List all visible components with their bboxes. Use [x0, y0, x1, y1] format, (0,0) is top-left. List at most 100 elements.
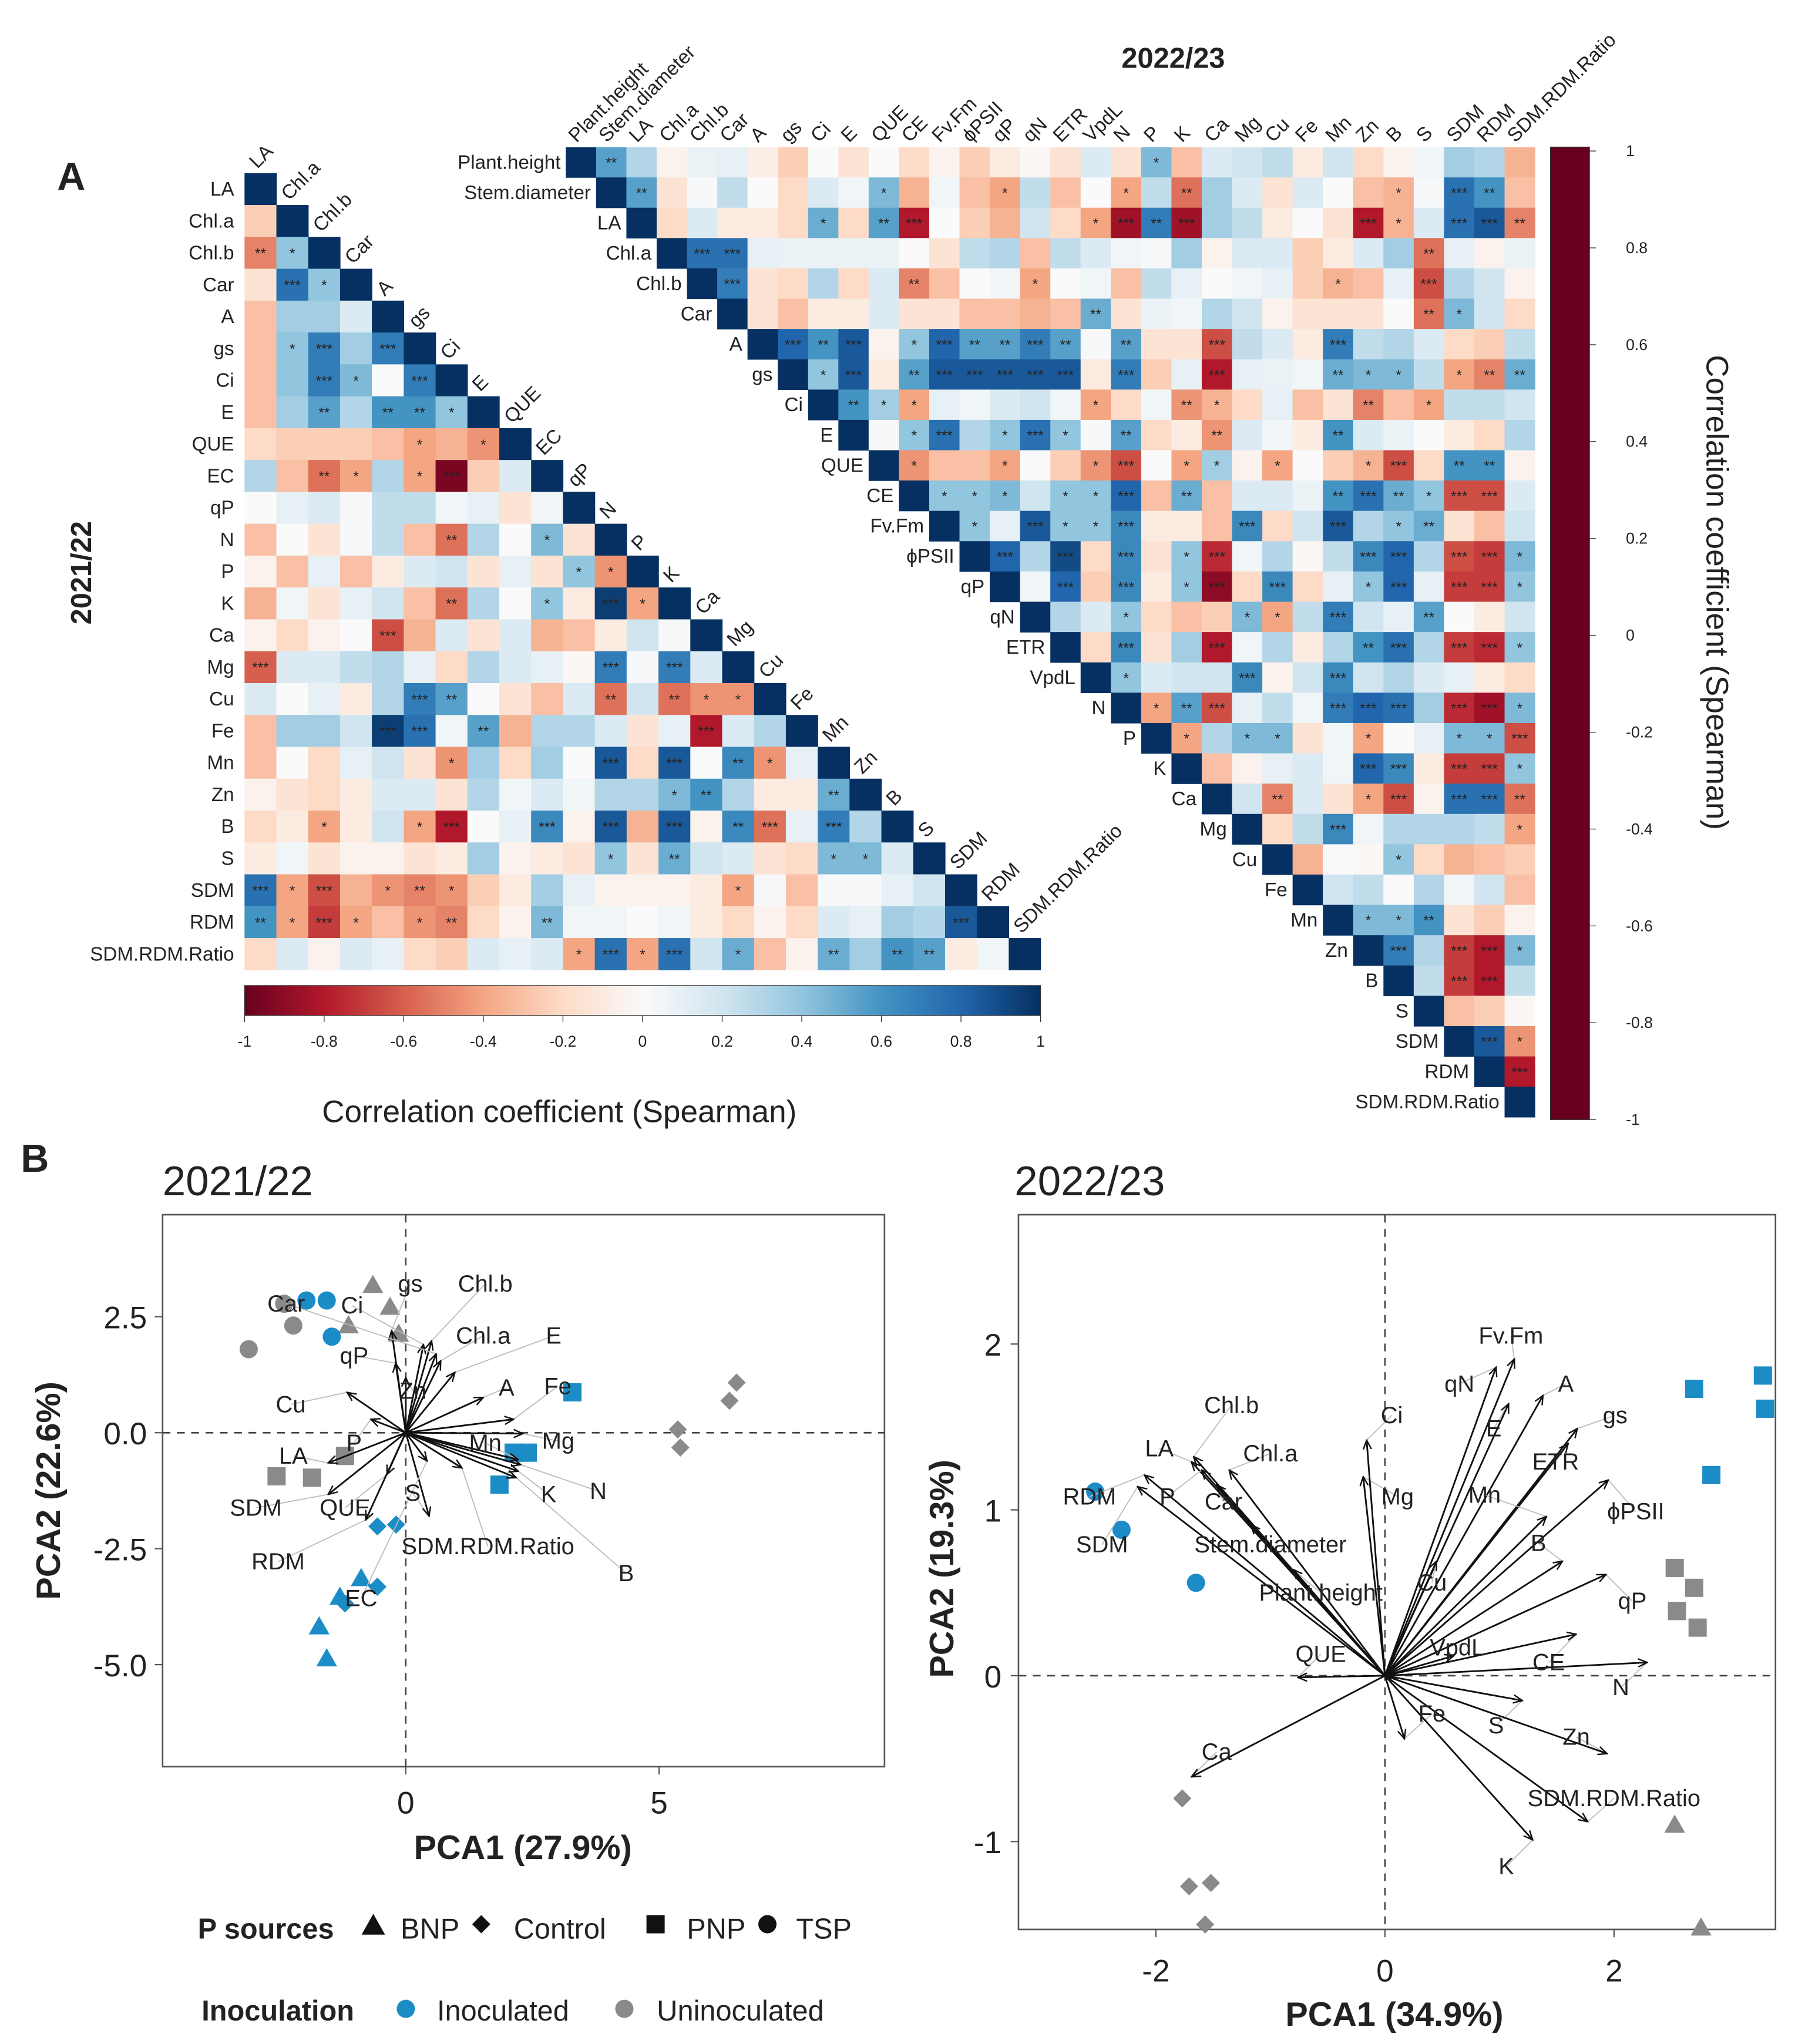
- significance-stars: ***: [1481, 1034, 1498, 1050]
- colorbar-horizontal-label: Correlation coefficient (Spearman): [322, 1095, 796, 1129]
- loading-arrow-Fe: [405, 1419, 514, 1434]
- heatmap-cell: [435, 778, 468, 811]
- loading-leader-line: [520, 1464, 599, 1492]
- heatmap-cell: [308, 332, 341, 365]
- heatmap-cell: [1141, 238, 1172, 269]
- heatmap-cell: [818, 778, 850, 811]
- significance-stars: ***: [603, 660, 620, 676]
- loading-arrow-P: [371, 1419, 406, 1434]
- heatmap-cell: [1141, 662, 1172, 694]
- significance-stars: **: [828, 947, 839, 963]
- heatmap-column-label: LA: [246, 140, 278, 173]
- heatmap-cell: [1171, 238, 1202, 269]
- heatmap-diagonal-cell: [531, 460, 564, 493]
- heatmap-row-label: Mg: [207, 657, 234, 678]
- point-diamond: [368, 1577, 387, 1596]
- heatmap-cell: [1353, 359, 1384, 390]
- heatmap-column-label: gs: [777, 116, 806, 146]
- loading-leader-line: [1167, 1470, 1202, 1497]
- loading-label: ETR: [1532, 1449, 1579, 1475]
- heatmap-column-label: RDM: [977, 859, 1024, 906]
- heatmap-cell: [626, 147, 657, 178]
- loading-label: A: [499, 1375, 515, 1401]
- heatmap-diagonal-cell: [929, 510, 960, 542]
- significance-stars: **: [1121, 428, 1132, 444]
- heatmap-cell: [1050, 268, 1081, 300]
- heatmap-cell: [1323, 692, 1354, 724]
- heatmap-cell: [690, 747, 723, 779]
- heatmap-cell: [1171, 601, 1202, 633]
- loading-label: Ca: [1202, 1739, 1232, 1765]
- heatmap-cell: [1050, 329, 1081, 360]
- heatmap-cell: [372, 428, 405, 460]
- heatmap-cell: [1353, 844, 1384, 875]
- heatmap-row-label: SDM: [1396, 1031, 1439, 1053]
- heatmap-diagonal-cell: [244, 173, 277, 206]
- significance-stars: ***: [379, 724, 396, 739]
- heatmap-cell: [1262, 329, 1293, 360]
- heatmap-cell: [1020, 389, 1051, 421]
- heatmap-cell: [276, 396, 309, 429]
- heatmap-cell: [1171, 359, 1202, 390]
- heatmap-cell: [959, 480, 990, 512]
- heatmap-cell: [276, 364, 309, 397]
- loading-leader-line: [1193, 1405, 1232, 1457]
- loading-label: CE: [1532, 1650, 1565, 1676]
- heatmap-cell: [1050, 541, 1081, 572]
- heatmap-cell: [1201, 147, 1233, 178]
- heatmap-cell: [1383, 632, 1414, 663]
- heatmap-cell: [1383, 177, 1414, 209]
- heatmap-cell: [1504, 268, 1535, 300]
- colorbar-tick-label: -1: [1626, 1111, 1640, 1128]
- heatmap-cell: [339, 332, 372, 365]
- significance-stars: ***: [1390, 701, 1407, 717]
- significance-stars: *: [1396, 519, 1401, 534]
- heatmap-cell: [404, 460, 436, 493]
- heatmap-cell: [1444, 601, 1475, 633]
- loading-label: qP: [339, 1343, 368, 1369]
- significance-stars: ***: [411, 373, 428, 389]
- significance-stars: *: [1002, 458, 1008, 474]
- point-square: [563, 1383, 582, 1402]
- heatmap-cell: [1413, 662, 1445, 694]
- heatmap-cell: [1141, 541, 1172, 572]
- legend-pnp: PNP: [687, 1913, 745, 1945]
- pca-2021-title: 2021/22: [163, 1158, 313, 1205]
- heatmap-cell: [1111, 207, 1142, 238]
- heatmap-cell: [1323, 147, 1354, 178]
- heatmap-cell: [899, 177, 930, 209]
- heatmap-cell: [1474, 722, 1505, 754]
- heatmap-cell: [1474, 419, 1505, 451]
- colorbar-tick-label: 0.4: [1626, 433, 1648, 451]
- significance-stars: ***: [1451, 489, 1468, 505]
- heatmap-diagonal-cell: [566, 147, 597, 178]
- significance-stars: *: [1214, 458, 1220, 474]
- heatmap-cell: [244, 205, 277, 237]
- heatmap-column-label: Fe: [1291, 115, 1323, 147]
- heatmap-cell: [656, 147, 688, 178]
- significance-stars: ***: [1178, 216, 1195, 231]
- heatmap-cell: [339, 428, 372, 460]
- colorbar-tick-label: -0.2: [1626, 723, 1653, 741]
- heatmap-cell: [244, 364, 277, 397]
- heatmap-column-label: qP: [564, 459, 596, 492]
- heatmap-row-label: E: [221, 402, 234, 423]
- significance-stars: ***: [1360, 761, 1377, 777]
- diamond-icon: [472, 1915, 490, 1934]
- heatmap-cell: [1413, 177, 1445, 209]
- loading-label: SDM.RDM.Ratio: [1528, 1786, 1700, 1811]
- heatmap-cell: [1474, 996, 1505, 1027]
- significance-stars: **: [1514, 792, 1525, 808]
- loading-leader-line: [1089, 1474, 1145, 1497]
- significance-stars: *: [972, 489, 978, 505]
- heatmap-cell: [435, 460, 468, 493]
- point-square: [1665, 1558, 1684, 1577]
- heatmap-cell: [818, 906, 850, 939]
- significance-stars: ***: [284, 278, 301, 294]
- heatmap-cell: [626, 651, 659, 684]
- heatmap-cell: [1474, 450, 1505, 481]
- heatmap-cell: [1444, 419, 1475, 451]
- heatmap-cell: [404, 555, 436, 588]
- heatmap-cell: [1171, 571, 1202, 603]
